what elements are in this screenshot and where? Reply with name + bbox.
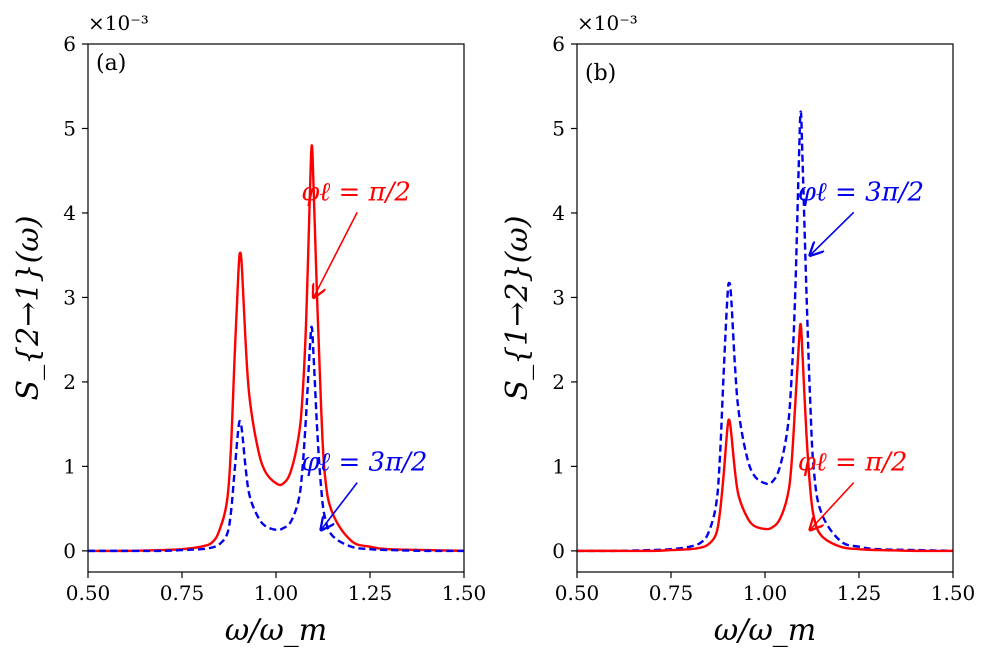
x-tick-label: 1.50 — [931, 581, 976, 605]
x-tick-label: 0.75 — [649, 581, 694, 605]
y-axis-label: S_{2→1}(ω) — [11, 216, 46, 401]
x-tick-label: 1.25 — [837, 581, 882, 605]
x-tick-label: 1.00 — [254, 581, 299, 605]
x-tick-label: 0.50 — [555, 581, 600, 605]
annotation-arrow — [314, 211, 358, 297]
plot-frame — [87, 43, 465, 573]
plot-frame — [576, 43, 954, 573]
annotation-label: φℓ = 3π/2 — [301, 448, 427, 478]
panel-a: φℓ = π/2 φℓ = 3π/2 0.50 0.75 1.00 1.25 1.50 0 1… — [11, 11, 486, 648]
series-line-dashed — [88, 325, 464, 553]
annotation-label: φℓ = π/2 — [798, 448, 908, 478]
y-tick-label: 4 — [63, 201, 76, 225]
multiplier-label: ×10⁻³ — [88, 11, 149, 35]
y-tick-label: 6 — [63, 32, 76, 56]
y-tick-label: 3 — [63, 285, 76, 309]
x-tick-label: 0.75 — [160, 581, 205, 605]
y-tick-label: 3 — [552, 285, 565, 309]
y-tick-label: 6 — [552, 32, 565, 56]
x-tick-label: 1.50 — [442, 581, 487, 605]
panel-label: (b) — [585, 61, 616, 86]
x-tick-label: 1.00 — [743, 581, 788, 605]
annotation-arrow — [810, 482, 855, 530]
y-tick-label: 4 — [552, 201, 565, 225]
series-line-solid — [577, 322, 953, 553]
x-axis-label: ω/ω_m — [714, 613, 816, 648]
x-tick-label: 0.50 — [66, 581, 111, 605]
annotation-label: φℓ = 3π/2 — [798, 177, 924, 207]
annotation-label: φℓ = π/2 — [301, 177, 411, 207]
panel-label: (a) — [96, 51, 126, 76]
y-tick-label: 2 — [552, 370, 565, 394]
series-line-solid — [88, 144, 464, 553]
x-tick-label: 1.25 — [348, 581, 393, 605]
y-tick-label: 2 — [63, 370, 76, 394]
y-tick-label: 5 — [63, 116, 76, 140]
annotation-arrow — [810, 211, 855, 255]
multiplier-label: ×10⁻³ — [577, 11, 638, 35]
y-tick-label: 0 — [552, 539, 565, 563]
y-axis-label: S_{1→2}(ω) — [500, 216, 535, 401]
series-line-dashed — [577, 110, 953, 553]
y-tick-label: 1 — [63, 454, 76, 478]
y-tick-label: 0 — [63, 539, 76, 563]
y-tick-label: 5 — [552, 116, 565, 140]
panel-b: φℓ = 3π/2 φℓ = π/2 0.50 0.75 1.00 1.25 1.50 0 1… — [500, 11, 975, 648]
annotation-arrow — [321, 482, 358, 530]
y-tick-label: 1 — [552, 454, 565, 478]
x-axis-label: ω/ω_m — [225, 613, 327, 648]
